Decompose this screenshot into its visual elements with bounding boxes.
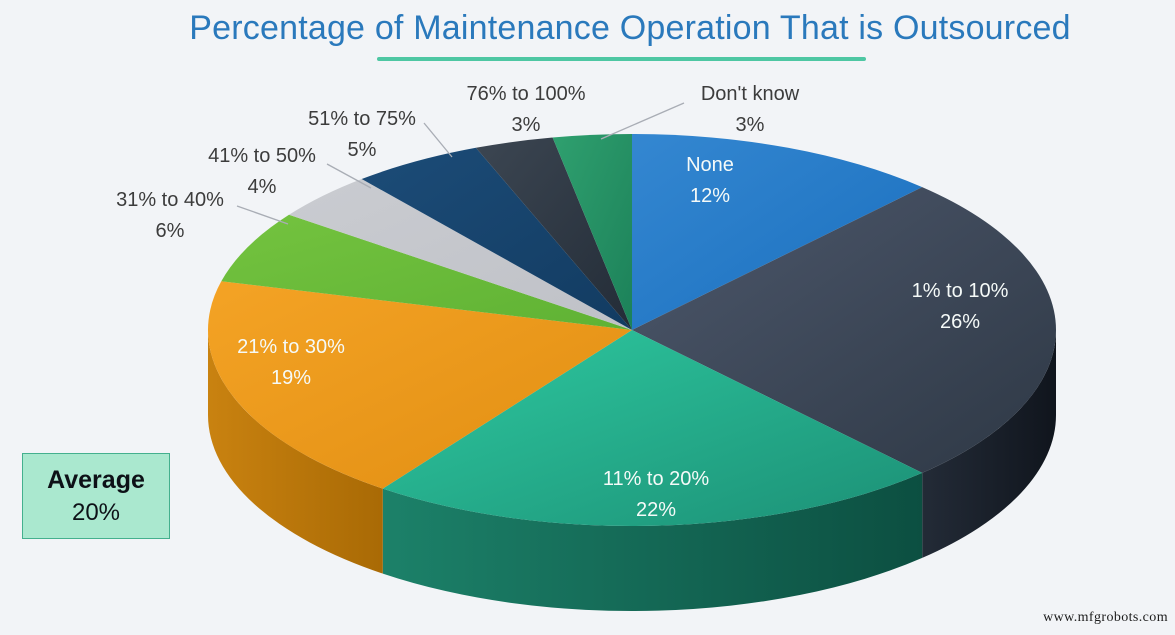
pie-slice-1-to-10	[632, 187, 1057, 473]
pie-slice-11-to-20	[382, 330, 923, 527]
pie-slice-51-to-75	[361, 147, 632, 330]
title-underline	[377, 57, 866, 61]
pie-slice-none	[632, 134, 923, 330]
average-label: Average	[47, 465, 145, 494]
leader-line-41-to-50	[326, 163, 372, 189]
pie-slice-side-21-to-30	[208, 330, 383, 574]
pie-slice-side-11-to-20	[382, 472, 923, 612]
page-title: Percentage of Maintenance Operation That…	[189, 9, 1071, 47]
average-box: Average 20%	[22, 453, 170, 539]
leader-line-31-to-40	[236, 205, 289, 225]
pie-slice-side-1-to-10	[922, 330, 1056, 558]
leader-line-don-t-know	[600, 102, 685, 140]
pie-slice-31-to-40	[221, 214, 633, 330]
pie-slice-21-to-30	[207, 281, 632, 489]
average-value: 20%	[71, 498, 121, 526]
pie-slice-41-to-50	[289, 179, 632, 330]
leader-line-51-to-75	[423, 122, 453, 158]
watermark: www.mfgrobots.com	[1043, 610, 1168, 625]
pie-slice-76-to-100	[475, 137, 632, 330]
pie-slice-don-t-know	[552, 134, 632, 330]
